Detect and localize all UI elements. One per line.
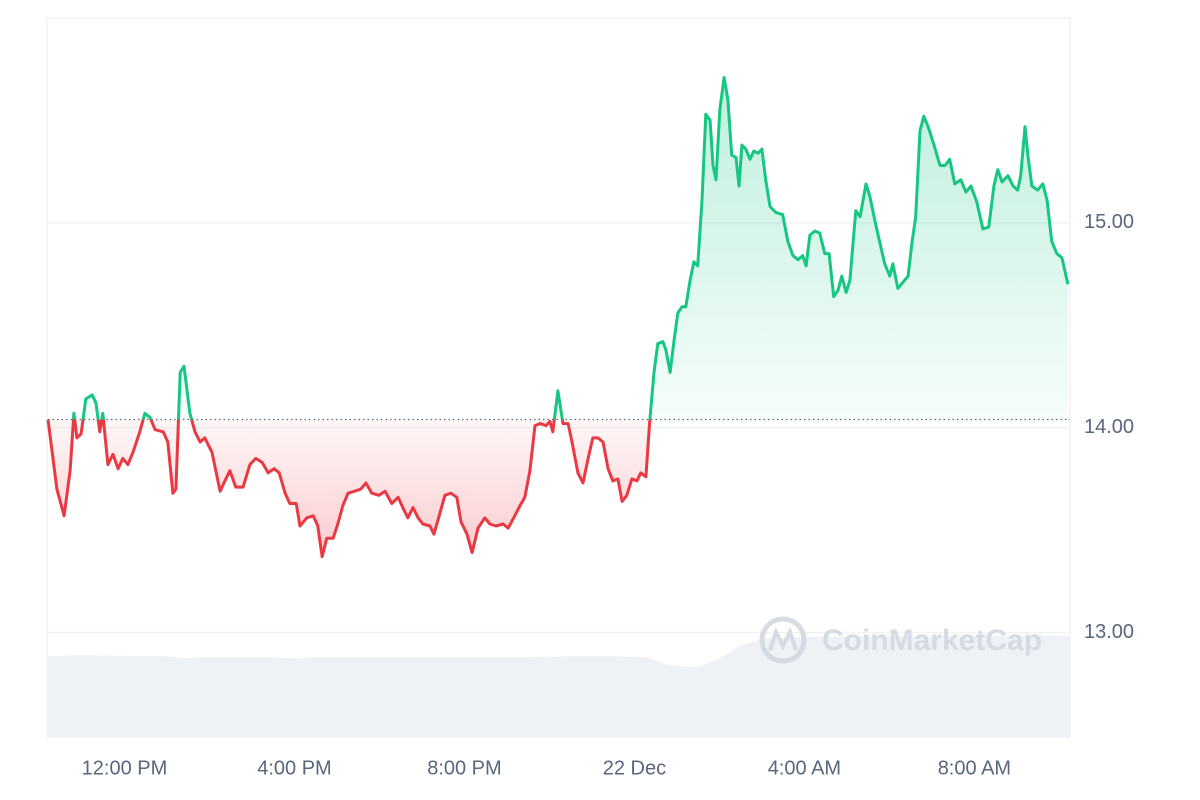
watermark-logo-mark	[768, 626, 798, 651]
y-tick-label: 14.00	[1084, 416, 1134, 438]
price-line-down	[46, 419, 652, 559]
volume-layer	[48, 635, 1070, 737]
y-tick-label: 15.00	[1084, 211, 1134, 233]
x-tick-label: 8:00 AM	[938, 757, 1011, 779]
volume-area	[48, 635, 1070, 737]
x-tick-label: 22 Dec	[603, 757, 666, 779]
x-tick-label: 4:00 PM	[257, 757, 331, 779]
area-up	[73, 77, 1068, 420]
x-tick-label: 8:00 PM	[427, 757, 501, 779]
watermark: CoinMarketCap	[759, 616, 1042, 664]
y-tick-label: 13.00	[1084, 621, 1134, 643]
watermark-logo	[759, 616, 807, 664]
plot-frame	[46, 17, 1071, 738]
x-tick-label: 4:00 AM	[768, 757, 841, 779]
price-line-up	[48, 75, 1070, 420]
x-tick-label: 12:00 PM	[82, 757, 168, 779]
watermark-text: CoinMarketCap	[822, 624, 1042, 657]
plot	[46, 75, 1070, 559]
